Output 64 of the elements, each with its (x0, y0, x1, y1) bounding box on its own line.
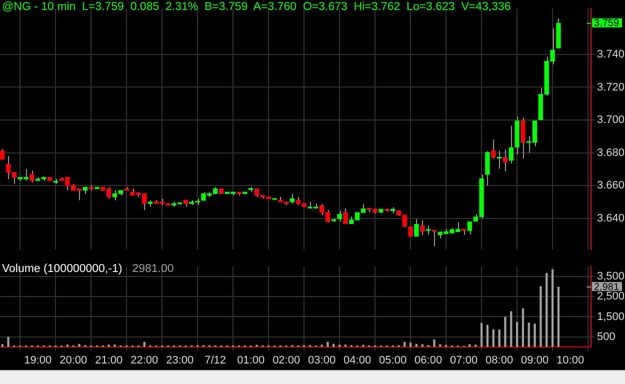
candlestick (0, 148, 5, 160)
ref-line-label: 3.759 (594, 18, 620, 30)
x-tick-label: 06:00 (414, 354, 442, 366)
bar (522, 308, 524, 347)
x-tick-label: 03:00 (308, 354, 336, 366)
bar (486, 324, 489, 347)
x-tick-label: 02:00 (272, 354, 300, 366)
candlestick (508, 125, 514, 164)
bar (540, 286, 542, 347)
bar (480, 323, 483, 347)
bar (433, 339, 436, 347)
x-tick-label: 21:00 (95, 354, 123, 366)
y-tick-label: 2,500 (597, 290, 625, 303)
x-tick-label: 08:00 (486, 354, 514, 366)
y-tick-label: 3,500 (597, 270, 625, 283)
y-tick-label: 3.640 (597, 212, 625, 224)
x-tick-label: 04:00 (344, 354, 372, 366)
bar (516, 322, 518, 347)
bar (492, 329, 494, 347)
bar (504, 316, 506, 347)
x-tick-label: 20:00 (60, 354, 88, 366)
y-tick-label: 3.720 (597, 81, 625, 94)
y-tick-label: 3.700 (597, 114, 625, 126)
candlestick (520, 117, 526, 160)
y-tick-label: 1,500 (597, 310, 625, 323)
candlestick (426, 225, 431, 236)
candlestick (502, 148, 508, 172)
bar (498, 329, 500, 347)
x-tick-label: 07:00 (450, 354, 478, 366)
chart-subtitle: 2981.00 (132, 263, 174, 275)
x-tick-label: 05:00 (379, 354, 407, 366)
chart-title: @NG - 10 min L=3.759 0.085 2.31% B=3.759 A=3.760 O=3.673 Hi=3.762 Lo=3.623 V=43,336 (2, 1, 511, 13)
bar (78, 344, 80, 347)
bar (114, 344, 116, 347)
bar (557, 286, 560, 347)
x-tick-label: 22:00 (130, 354, 158, 366)
candlestick (420, 220, 425, 236)
y-tick-label: 3.740 (597, 48, 625, 60)
x-tick-label: 19:00 (24, 354, 52, 366)
x-tick-label: 7/12 (204, 354, 226, 366)
x-tick-label: 23:00 (166, 354, 194, 366)
candlestick (30, 170, 34, 183)
x-tick-label: 09:00 (521, 354, 549, 366)
bar (7, 336, 10, 347)
bar (551, 269, 554, 347)
x-tick-label: 01:00 (237, 354, 265, 366)
bar (510, 311, 512, 347)
y-tick-label: 3.660 (597, 180, 625, 192)
candlestick (337, 210, 342, 222)
bar (534, 324, 536, 347)
bar (546, 272, 548, 347)
ref-line-label: 2,981 (594, 282, 620, 293)
x-tick-label: 10:00 (556, 354, 584, 366)
candlestick (485, 150, 490, 186)
candlestick (343, 208, 348, 224)
y-tick-label: 3.680 (597, 146, 625, 159)
chart-title: Volume (100000000,-1) (2, 263, 122, 275)
bar (528, 322, 530, 347)
candlestick (491, 139, 496, 160)
bar (468, 344, 471, 347)
candlestick (467, 221, 472, 235)
candlestick (414, 218, 419, 237)
y-tick-label: 500 (597, 330, 616, 343)
bar (326, 342, 329, 347)
